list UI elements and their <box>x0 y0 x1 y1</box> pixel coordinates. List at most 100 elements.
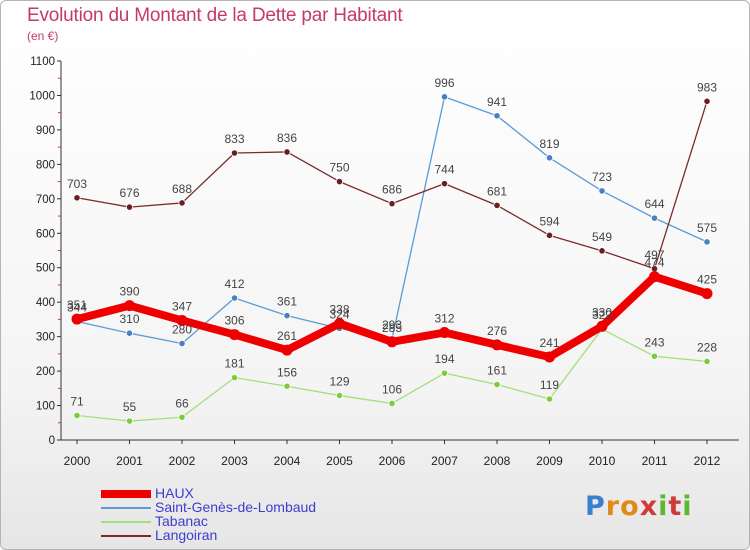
data-point <box>493 201 501 209</box>
x-tick-label: 2001 <box>116 454 143 468</box>
data-point <box>178 413 186 421</box>
data-label: 390 <box>119 285 139 299</box>
data-point <box>176 314 188 326</box>
chart-subtitle: (en €) <box>27 29 59 43</box>
data-point <box>703 97 711 105</box>
data-point <box>178 199 186 207</box>
data-label: 703 <box>67 177 87 191</box>
x-tick-label: 2002 <box>169 454 196 468</box>
data-label: 549 <box>592 230 612 244</box>
data-label: 412 <box>224 277 244 291</box>
data-label: 276 <box>487 324 507 338</box>
y-tick-label: 300 <box>36 332 55 344</box>
logo-letter: x <box>639 491 659 522</box>
x-tick-label: 2005 <box>326 454 353 468</box>
data-point <box>178 339 186 348</box>
data-point <box>124 300 135 312</box>
data-point <box>439 327 450 339</box>
y-tick-label: 1000 <box>29 90 55 102</box>
data-point <box>335 177 344 186</box>
data-label: 983 <box>697 80 717 94</box>
data-point <box>649 271 660 283</box>
data-label: 66 <box>175 396 189 410</box>
data-point <box>440 180 449 188</box>
data-point <box>596 320 608 332</box>
data-point <box>230 294 239 302</box>
data-label: 310 <box>119 312 139 326</box>
y-tick-label: 700 <box>36 194 55 206</box>
x-tick-label: 2009 <box>536 454 563 468</box>
data-point <box>440 369 449 377</box>
data-point <box>493 380 501 389</box>
data-point <box>650 352 659 360</box>
logo-letter: i <box>682 491 693 522</box>
data-label: 243 <box>644 335 664 349</box>
data-label: 55 <box>123 400 137 414</box>
legend-label: Langoiran <box>155 527 218 543</box>
logo-letter: r <box>605 491 621 522</box>
data-label: 129 <box>329 375 349 389</box>
proxiti-logo: Proxiti <box>585 491 693 522</box>
data-label: 324 <box>329 307 349 321</box>
y-tick-label: 200 <box>36 366 55 378</box>
data-label: 312 <box>434 312 454 326</box>
logo-letter: o <box>620 491 640 522</box>
y-tick-label: 1100 <box>30 56 55 68</box>
y-tick-label: 100 <box>36 401 55 413</box>
legend-swatch <box>101 521 151 523</box>
x-tick-label: 2008 <box>484 454 511 468</box>
data-point <box>491 339 503 351</box>
y-tick-label: 400 <box>36 297 55 309</box>
data-label: 161 <box>487 364 507 378</box>
data-point <box>703 357 711 366</box>
data-point <box>230 149 239 157</box>
data-point <box>283 312 291 320</box>
data-point <box>335 391 344 400</box>
logo-letter: i <box>658 491 669 522</box>
data-label: 686 <box>382 183 402 197</box>
logo-letter: t <box>668 491 683 522</box>
data-label: 474 <box>644 256 664 270</box>
y-tick-label: 600 <box>36 228 55 240</box>
data-label: 676 <box>119 186 139 200</box>
data-point <box>493 112 501 120</box>
legend-label: HAUX <box>155 485 194 501</box>
data-point <box>125 203 134 211</box>
data-label: 241 <box>539 336 559 350</box>
data-label: 156 <box>277 365 297 379</box>
legend-label: Tabanac <box>155 513 208 529</box>
legend-swatch <box>101 535 151 537</box>
data-label: 285 <box>382 321 402 335</box>
chart-data-labels: 344 310 280 412 361 324 293 996 941 819 723 644 575 7… <box>67 76 717 414</box>
data-point <box>545 154 554 162</box>
data-point <box>334 318 345 330</box>
x-tick-label: 2003 <box>221 454 248 468</box>
data-label: 351 <box>67 298 87 312</box>
data-point <box>544 351 555 363</box>
data-point <box>283 382 291 390</box>
data-label: 330 <box>592 305 612 319</box>
legend-swatch <box>101 490 151 498</box>
chart-axes: 0 100 200 300 400 500 600 700 800 900 1000 1100 2000… <box>29 56 739 468</box>
y-tick-label: 0 <box>49 435 55 447</box>
data-label: 425 <box>697 273 717 287</box>
data-point <box>388 200 396 208</box>
data-label: 594 <box>539 214 559 228</box>
legend-swatch <box>101 507 151 509</box>
data-label: 941 <box>487 95 507 109</box>
data-point <box>386 336 398 348</box>
data-point <box>703 238 711 246</box>
data-label: 497 <box>644 248 664 262</box>
data-point <box>230 374 239 382</box>
data-label: 71 <box>70 395 84 409</box>
y-tick-label: 500 <box>36 263 55 275</box>
legend-label: Saint-Genès-de-Lombaud <box>155 499 317 515</box>
data-point <box>73 411 81 420</box>
data-label: 181 <box>224 357 244 371</box>
data-label: 723 <box>592 170 612 184</box>
data-point <box>545 231 554 239</box>
data-label: 996 <box>434 76 454 90</box>
data-point <box>388 399 396 408</box>
y-tick-label: 800 <box>36 159 55 171</box>
y-tick-label: 900 <box>36 125 55 137</box>
